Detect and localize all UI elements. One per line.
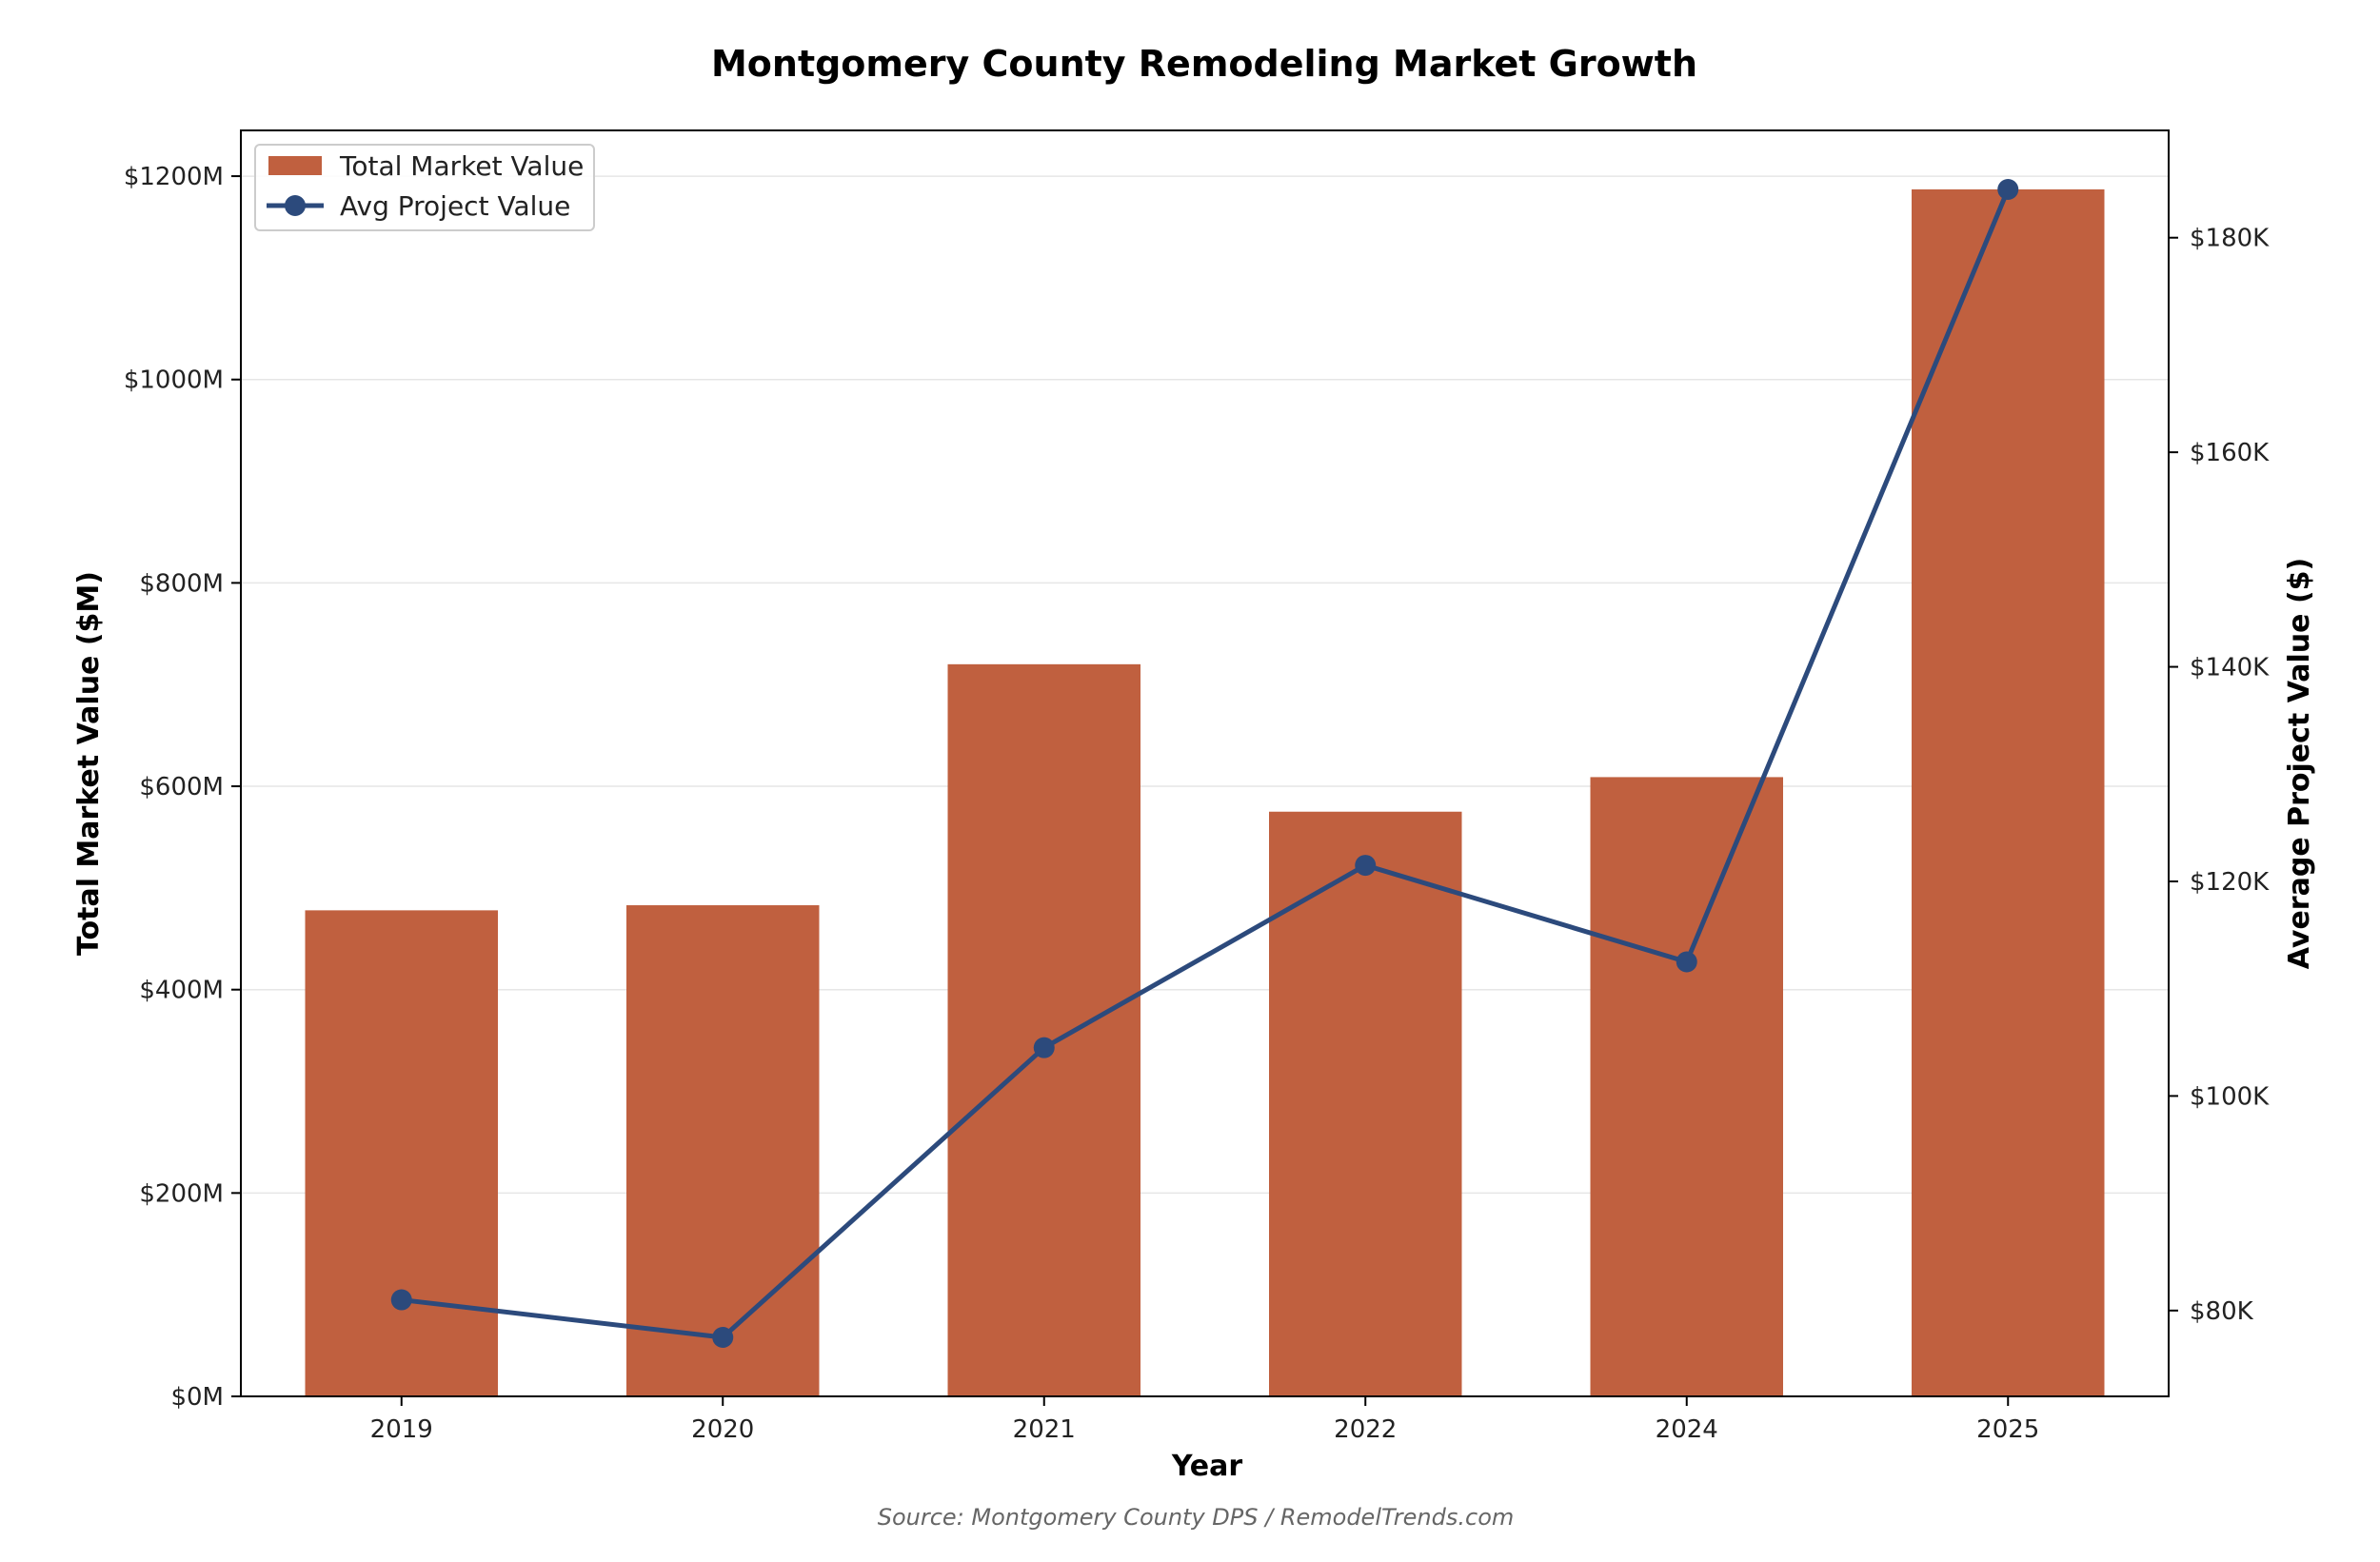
line-point-2022 <box>1355 855 1377 877</box>
x-tick-label: 2021 <box>1013 1415 1076 1444</box>
bar-series <box>305 188 2105 1396</box>
y-tick-label-left: $1000M <box>124 366 224 395</box>
line-point-2025 <box>1997 178 2019 200</box>
y-axis-right-title: Average Project Value ($) <box>2283 558 2316 970</box>
y-tick-label-left: $600M <box>139 773 224 801</box>
x-tick-label: 2022 <box>1334 1415 1397 1444</box>
y-tick-label-left: $400M <box>139 977 224 1005</box>
y-tick-label-right: $120K <box>2190 868 2270 897</box>
line-point-2020 <box>712 1327 734 1349</box>
gridlines <box>241 175 2169 1195</box>
line-point-2019 <box>390 1289 412 1311</box>
y-tick-label-left: $1200M <box>124 163 224 191</box>
legend-box <box>254 144 595 231</box>
legend-label-line: Avg Project Value <box>340 190 570 222</box>
y-axis-right: $80K $100K $120K $140K $160K $180K <box>2169 225 2270 1326</box>
y-tick-label-right: $100K <box>2190 1082 2270 1111</box>
legend-swatch-marker <box>285 195 306 216</box>
x-tick-label: 2024 <box>1656 1415 1718 1444</box>
y-tick-label-right: $180K <box>2190 225 2270 253</box>
line-point-2021 <box>1033 1037 1055 1058</box>
legend-label-bar: Total Market Value <box>339 150 584 182</box>
line-point-2024 <box>1676 951 1697 973</box>
x-tick-label: 2020 <box>691 1415 754 1444</box>
line-series <box>390 178 2019 1349</box>
y-tick-label-left: $0M <box>170 1383 224 1412</box>
bar-2025 <box>1912 188 2105 1396</box>
y-tick-label-right: $80K <box>2190 1297 2254 1326</box>
plot-area-frame <box>240 129 2170 1397</box>
y-axis-left: $0M $200M $400M $600M $800M $1000M $1200M <box>124 163 241 1412</box>
bar-2020 <box>626 905 820 1396</box>
y-tick-label-right: $140K <box>2190 654 2270 682</box>
bar-2022 <box>1269 811 1462 1396</box>
source-note: Source: Montgomery County DPS / RemodelT… <box>878 1504 1515 1531</box>
y-tick-label-left: $200M <box>139 1179 224 1208</box>
y-axis-left-title: Total Market Value ($M) <box>72 571 106 956</box>
x-axis-title: Year <box>1171 1450 1243 1483</box>
bar-2019 <box>305 910 498 1396</box>
avg-project-value-line <box>401 188 2011 1340</box>
x-tick-label: 2019 <box>370 1415 433 1444</box>
y-tick-label-right: $160K <box>2190 439 2270 467</box>
legend: Total Market Value Avg Project Value <box>254 144 595 231</box>
chart-title: Montgomery County Remodeling Market Grow… <box>711 43 1697 85</box>
y-tick-label-left: $800M <box>139 569 224 598</box>
bar-2021 <box>947 663 1140 1396</box>
bar-2024 <box>1590 777 1783 1396</box>
x-axis: 2019 2020 2021 2022 2024 2025 <box>370 1396 2039 1444</box>
legend-swatch-bar <box>268 156 322 175</box>
x-tick-label: 2025 <box>1976 1415 2039 1444</box>
